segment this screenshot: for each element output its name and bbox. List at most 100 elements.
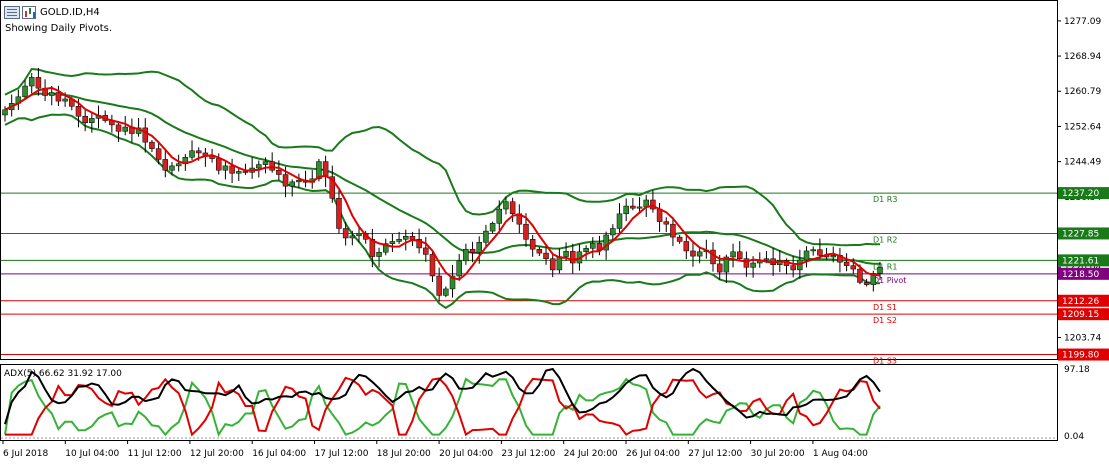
candle-body[interactable] xyxy=(349,235,356,239)
candle-body[interactable] xyxy=(716,263,723,273)
candle-body[interactable] xyxy=(269,161,275,171)
candle-body[interactable] xyxy=(382,243,389,253)
candle-body[interactable] xyxy=(75,106,82,117)
candle-body[interactable] xyxy=(149,141,155,149)
candle-body[interactable] xyxy=(49,92,55,96)
candle-body[interactable] xyxy=(195,150,202,154)
candle-body[interactable] xyxy=(28,77,35,87)
candle-body[interactable] xyxy=(583,248,589,253)
candle-body[interactable] xyxy=(262,161,269,165)
candle-body[interactable] xyxy=(803,250,810,261)
candle-body[interactable] xyxy=(543,252,549,259)
candle-body[interactable] xyxy=(276,169,282,175)
candle-body[interactable] xyxy=(429,254,436,277)
candle-body[interactable] xyxy=(222,165,229,171)
candle-body[interactable] xyxy=(877,267,883,274)
candle-body[interactable] xyxy=(403,236,409,240)
candle-body[interactable] xyxy=(62,98,68,102)
candle-body[interactable] xyxy=(630,205,636,209)
candle-body[interactable] xyxy=(569,251,576,264)
candle-body[interactable] xyxy=(790,265,796,271)
candle-body[interactable] xyxy=(115,124,122,132)
candle-body[interactable] xyxy=(289,181,295,187)
candle-body[interactable] xyxy=(423,247,429,255)
candle-body[interactable] xyxy=(610,228,616,236)
candle-body[interactable] xyxy=(870,273,877,285)
candle-body[interactable] xyxy=(736,251,743,259)
candle-body[interactable] xyxy=(443,288,449,296)
candle-body[interactable] xyxy=(549,258,556,271)
candle-body[interactable] xyxy=(523,223,529,240)
candle-body[interactable] xyxy=(215,158,222,171)
candle-body[interactable] xyxy=(282,174,289,187)
candle-body[interactable] xyxy=(810,249,816,252)
candle-body[interactable] xyxy=(676,236,683,242)
candle-body[interactable] xyxy=(843,261,850,266)
candle-body[interactable] xyxy=(690,250,696,257)
candle-body[interactable] xyxy=(169,165,175,171)
candle-body[interactable] xyxy=(503,201,509,210)
candle-body[interactable] xyxy=(229,165,235,174)
candle-body[interactable] xyxy=(830,255,836,258)
candle-body[interactable] xyxy=(122,126,128,132)
candle-body[interactable] xyxy=(509,201,516,215)
candle-body[interactable] xyxy=(329,176,336,199)
candle-body[interactable] xyxy=(496,208,503,224)
candle-body[interactable] xyxy=(456,260,462,277)
candle-body[interactable] xyxy=(236,171,242,174)
candle-body[interactable] xyxy=(316,161,322,180)
candle-body[interactable] xyxy=(650,199,656,210)
candle-body[interactable] xyxy=(376,251,382,257)
candle-body[interactable] xyxy=(356,232,362,237)
candle-body[interactable] xyxy=(469,248,476,253)
candle-body[interactable] xyxy=(670,223,676,238)
candle-body[interactable] xyxy=(663,221,670,225)
candle-body[interactable] xyxy=(536,248,543,254)
candle-body[interactable] xyxy=(342,228,349,239)
candle-body[interactable] xyxy=(603,234,609,251)
candle-body[interactable] xyxy=(322,161,329,177)
candle-body[interactable] xyxy=(296,179,302,183)
candle-body[interactable] xyxy=(142,127,149,143)
candle-body[interactable] xyxy=(723,256,730,273)
candle-body[interactable] xyxy=(389,241,396,244)
candle-body[interactable] xyxy=(89,118,95,123)
candle-body[interactable] xyxy=(476,242,482,253)
candle-body[interactable] xyxy=(175,163,182,167)
candle-body[interactable] xyxy=(256,164,262,169)
candle-body[interactable] xyxy=(55,92,62,102)
candle-body[interactable] xyxy=(623,205,629,215)
candle-body[interactable] xyxy=(82,115,88,123)
candle-body[interactable] xyxy=(636,206,643,209)
candle-body[interactable] xyxy=(483,230,489,243)
candle-body[interactable] xyxy=(850,265,857,270)
candle-body[interactable] xyxy=(857,268,863,283)
candle-body[interactable] xyxy=(2,109,8,116)
candle-body[interactable] xyxy=(817,249,823,256)
candle-body[interactable] xyxy=(489,223,496,232)
candle-body[interactable] xyxy=(730,251,736,258)
candle-body[interactable] xyxy=(750,262,756,268)
candle-body[interactable] xyxy=(396,239,402,242)
candle-body[interactable] xyxy=(683,241,690,252)
candle-body[interactable] xyxy=(242,171,249,173)
candle-body[interactable] xyxy=(22,85,28,98)
candle-body[interactable] xyxy=(436,275,442,296)
candle-body[interactable] xyxy=(409,236,416,240)
candle-body[interactable] xyxy=(696,251,703,257)
candle-body[interactable] xyxy=(449,275,456,290)
candle-body[interactable] xyxy=(35,77,42,89)
candle-body[interactable] xyxy=(529,239,536,250)
candle-body[interactable] xyxy=(189,150,195,158)
candle-body[interactable] xyxy=(590,242,596,249)
candle-body[interactable] xyxy=(763,258,770,261)
candle-body[interactable] xyxy=(463,248,469,262)
candle-body[interactable] xyxy=(336,198,342,229)
symbol-list-icon[interactable] xyxy=(4,6,20,19)
candle-body[interactable] xyxy=(710,249,716,265)
candle-body[interactable] xyxy=(743,258,750,268)
candle-body[interactable] xyxy=(155,148,162,160)
candle-body[interactable] xyxy=(162,159,169,171)
candle-body[interactable] xyxy=(563,251,569,257)
